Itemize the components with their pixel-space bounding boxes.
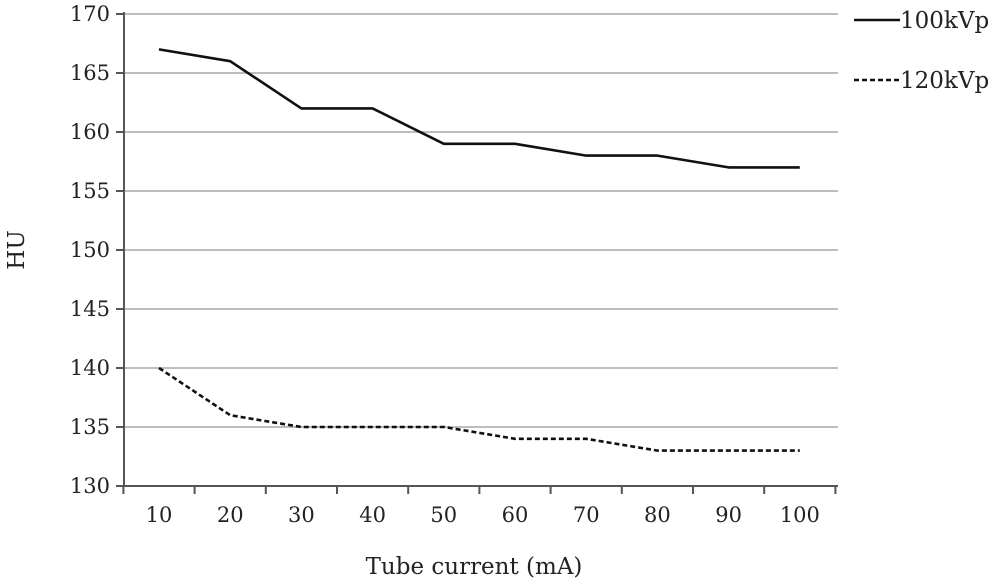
y-tick-label-150: 150 [70,238,110,262]
y-tick-label-145: 145 [70,297,110,321]
x-tick-label-70: 70 [573,503,600,527]
y-tick-label-130: 130 [70,474,110,498]
series-line-100kVp [158,48,800,169]
y-tick-label-135: 135 [70,415,110,439]
y-tick-label-160: 160 [70,120,110,144]
x-tick-label-20: 20 [217,503,244,527]
y-tick-label-155: 155 [70,179,110,203]
x-tick-label-50: 50 [430,503,457,527]
x-axis-title: Tube current (mA) [366,554,583,580]
axes [116,12,838,494]
legend-label-120kVp: 120kVp [900,68,989,94]
x-tick-label-10: 10 [146,503,173,527]
y-tick-label-170: 170 [70,2,110,26]
series-lines [158,48,800,452]
x-tick-label-40: 40 [359,503,386,527]
y-tick-labels: 130 135 140 145 150 155 160 165 170 [70,2,110,498]
x-tick-label-90: 90 [715,503,742,527]
x-tick-labels: 10 20 30 40 50 60 70 80 90 100 [146,503,820,527]
x-tick-label-100: 100 [780,503,820,527]
legend-label-100kVp: 100kVp [900,8,989,34]
series-line-120kVp [158,366,800,452]
y-tick-label-140: 140 [70,356,110,380]
y-tick-label-165: 165 [70,61,110,85]
legend: 100kVp 120kVp [854,8,989,94]
gridlines [124,13,838,428]
y-axis-title: HU [4,230,30,269]
x-tick-label-60: 60 [502,503,529,527]
x-tick-label-80: 80 [644,503,671,527]
x-tick-label-30: 30 [288,503,315,527]
